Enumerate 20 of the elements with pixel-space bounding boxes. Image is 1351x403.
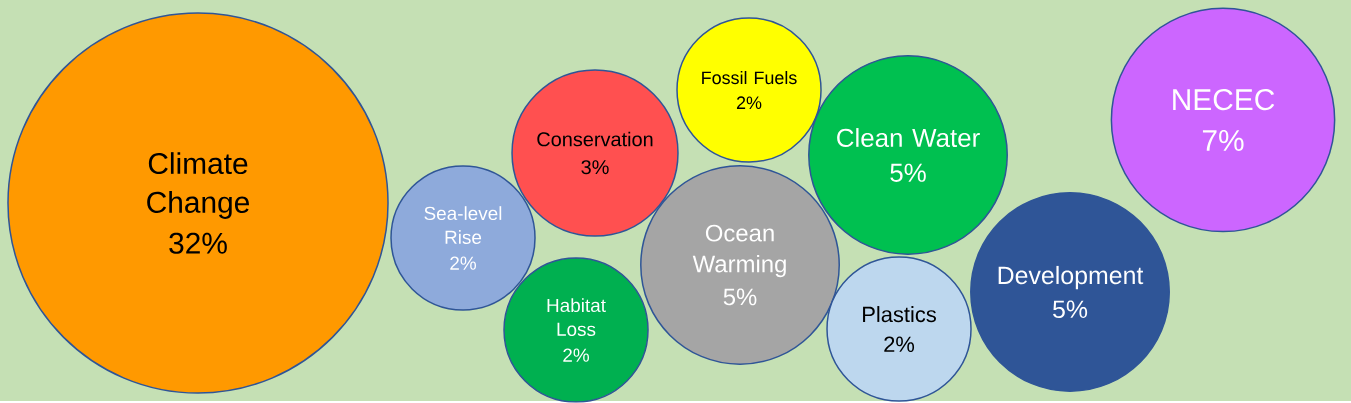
data-label: 2% <box>450 256 477 270</box>
data-label: 2% <box>884 336 915 353</box>
category-label: Conservation <box>537 131 653 147</box>
category-label: NECEC <box>1173 89 1275 111</box>
data-label: 7% <box>1202 130 1244 152</box>
category-label: Clean Water <box>837 128 980 148</box>
category-label: Climate Change <box>147 152 249 220</box>
data-label: 2% <box>736 96 762 110</box>
category-label: Development <box>998 266 1144 290</box>
category-label: Habitat Loss <box>547 298 606 337</box>
data-label: 5% <box>1053 300 1088 319</box>
data-label: 5% <box>890 163 926 183</box>
data-label: 5% <box>723 288 757 306</box>
data-label: 3% <box>581 160 609 175</box>
category-label: Plastics <box>863 306 936 323</box>
data-label: 32% <box>169 232 227 254</box>
category-label: Fossil Fuels <box>702 71 797 85</box>
data-label: 2% <box>563 348 590 362</box>
category-label: Sea-level Rise <box>424 206 502 245</box>
category-label: Ocean Warming <box>692 224 786 278</box>
